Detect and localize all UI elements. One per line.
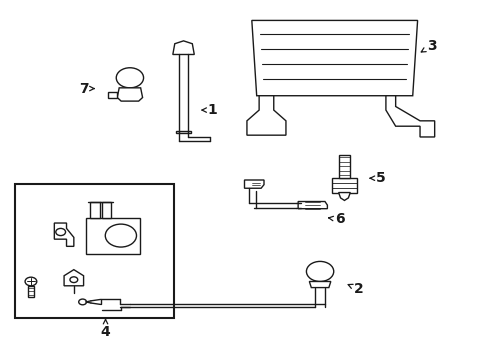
- Polygon shape: [331, 178, 356, 193]
- Circle shape: [116, 68, 143, 88]
- Text: 4: 4: [101, 319, 110, 339]
- Text: 7: 7: [79, 82, 94, 95]
- Text: 3: 3: [420, 39, 436, 53]
- Polygon shape: [64, 270, 83, 286]
- Polygon shape: [246, 96, 285, 135]
- Polygon shape: [251, 21, 417, 96]
- Polygon shape: [102, 202, 111, 218]
- Circle shape: [56, 228, 65, 235]
- Text: 1: 1: [202, 103, 217, 117]
- Polygon shape: [338, 193, 349, 201]
- Polygon shape: [54, 223, 74, 246]
- Text: 5: 5: [369, 171, 385, 185]
- Text: 2: 2: [347, 282, 363, 296]
- Circle shape: [105, 224, 136, 247]
- Circle shape: [306, 261, 333, 282]
- Polygon shape: [86, 218, 140, 253]
- Polygon shape: [108, 92, 117, 98]
- Text: 6: 6: [328, 212, 344, 226]
- Polygon shape: [172, 41, 194, 54]
- Polygon shape: [176, 131, 190, 133]
- Circle shape: [79, 299, 86, 305]
- Polygon shape: [338, 155, 349, 178]
- Polygon shape: [385, 96, 434, 137]
- Polygon shape: [117, 88, 142, 101]
- Polygon shape: [309, 282, 330, 288]
- Circle shape: [70, 277, 78, 283]
- Polygon shape: [298, 202, 327, 209]
- Bar: [15, 184, 173, 318]
- Polygon shape: [90, 202, 100, 218]
- Circle shape: [25, 277, 37, 286]
- Polygon shape: [244, 180, 264, 188]
- Polygon shape: [27, 286, 34, 297]
